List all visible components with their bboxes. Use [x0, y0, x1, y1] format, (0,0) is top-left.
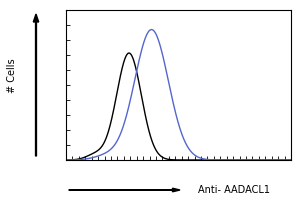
- Text: # Cells: # Cells: [7, 59, 17, 93]
- Text: Anti- AADACL1: Anti- AADACL1: [198, 185, 270, 195]
